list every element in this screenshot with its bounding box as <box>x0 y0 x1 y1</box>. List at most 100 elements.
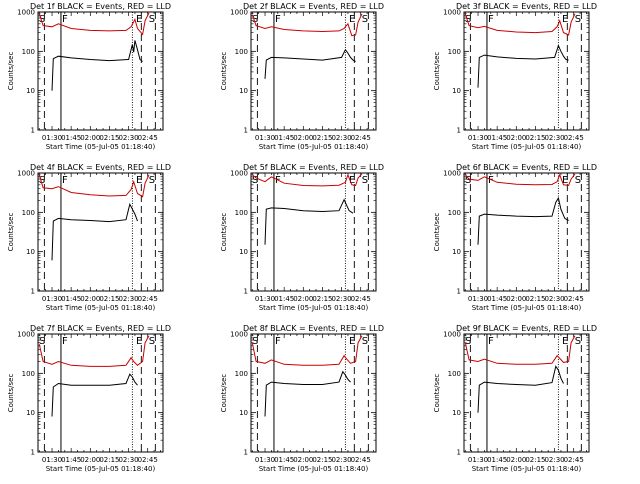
y-tick-label: 100 <box>235 209 248 217</box>
x-tick-label: 02:00 <box>506 134 526 142</box>
x-tick-label: 02:00 <box>80 456 100 464</box>
x-axis-label: Start Time (05-Jul-05 01:18:40) <box>46 143 156 151</box>
x-tick-label: 02:15 <box>525 134 545 142</box>
y-tick-label: 100 <box>22 209 35 217</box>
y-tick-label: 1000 <box>230 9 248 17</box>
marker-label-s: S <box>465 14 471 25</box>
y-tick-label: 1000 <box>230 170 248 178</box>
y-tick-label: 10 <box>239 248 248 256</box>
x-tick-label: 02:15 <box>99 295 119 303</box>
marker-label-f: F <box>488 336 494 347</box>
events-series-line <box>51 202 138 261</box>
marker-label-s: S <box>575 336 581 347</box>
y-tick-label: 1000 <box>17 9 35 17</box>
y-axis-label: Counts/sec <box>7 374 15 413</box>
y-tick-label: 10 <box>26 409 35 417</box>
y-tick-label: 1000 <box>443 9 461 17</box>
panel-title: Det 1f BLACK = Events, RED = LLD <box>30 2 171 11</box>
x-tick-label: 02:15 <box>312 134 332 142</box>
lld-series-line <box>38 335 150 367</box>
y-axis-label: Counts/sec <box>220 52 228 91</box>
panel-title: Det 2f BLACK = Events, RED = LLD <box>243 2 384 11</box>
x-tick-label: 02:30 <box>118 456 138 464</box>
marker-label-f: F <box>62 175 68 186</box>
x-tick-label: 02:30 <box>544 456 564 464</box>
x-tick-label: 02:15 <box>312 295 332 303</box>
marker-label-s: S <box>149 175 155 186</box>
x-tick-label: 02:45 <box>564 456 584 464</box>
axes-frame <box>463 333 590 453</box>
x-axis-label: Start Time (05-Jul-05 01:18:40) <box>46 465 156 473</box>
marker-label-e: E <box>136 175 142 186</box>
panel-5: Det 5f BLACK = Events, RED = LLD 1 10 100 10… <box>220 163 384 312</box>
marker-label-e: E <box>349 336 355 347</box>
y-axis-label: Counts/sec <box>220 213 228 252</box>
marker-label-e: E <box>562 175 568 186</box>
marker-label-s: S <box>362 336 368 347</box>
x-tick-label: 02:00 <box>293 456 313 464</box>
marker-label-s: S <box>39 14 45 25</box>
x-tick-label: 01:45 <box>274 295 294 303</box>
y-tick-label: 10 <box>239 409 248 417</box>
y-axis-label: Counts/sec <box>433 374 441 413</box>
events-series-line <box>51 373 138 417</box>
marker-label-s: S <box>39 336 45 347</box>
lld-series-line <box>251 13 363 37</box>
x-axis-label: Start Time (05-Jul-05 01:18:40) <box>259 465 369 473</box>
lld-series-line <box>38 174 150 198</box>
x-tick-label: 02:45 <box>564 295 584 303</box>
y-tick-label: 1000 <box>17 331 35 339</box>
x-tick-label: 02:15 <box>99 456 119 464</box>
panel-title: Det 8f BLACK = Events, RED = LLD <box>243 324 384 333</box>
panel-8: Det 8f BLACK = Events, RED = LLD 1 10 100 10… <box>220 324 384 473</box>
x-tick-label: 02:45 <box>564 134 584 142</box>
x-tick-label: 01:45 <box>487 295 507 303</box>
x-tick-label: 02:00 <box>293 295 313 303</box>
events-series-line <box>477 365 564 413</box>
x-tick-label: 02:30 <box>331 295 351 303</box>
x-tick-label: 02:15 <box>312 456 332 464</box>
y-axis-label: Counts/sec <box>7 52 15 91</box>
x-tick-label: 02:15 <box>525 456 545 464</box>
axes-frame <box>463 11 590 131</box>
y-tick-label: 100 <box>448 209 461 217</box>
y-tick-label: 10 <box>26 87 35 95</box>
y-axis-label: Counts/sec <box>220 374 228 413</box>
x-tick-label: 02:00 <box>506 456 526 464</box>
panel-title: Det 9f BLACK = Events, RED = LLD <box>456 324 597 333</box>
events-series-line <box>477 196 569 245</box>
y-axis-label: Counts/sec <box>433 213 441 252</box>
lld-series-line <box>464 335 576 365</box>
panel-7: Det 7f BLACK = Events, RED = LLD 1 10 100 10… <box>7 324 171 473</box>
panel-title: Det 3f BLACK = Events, RED = LLD <box>456 2 597 11</box>
marker-label-e: E <box>562 336 568 347</box>
y-tick-label: 100 <box>22 48 35 56</box>
x-tick-label: 02:30 <box>331 456 351 464</box>
x-axis-label: Start Time (05-Jul-05 01:18:40) <box>46 304 156 312</box>
y-tick-label: 10 <box>452 409 461 417</box>
x-tick-label: 01:45 <box>274 456 294 464</box>
events-series-line <box>264 370 351 417</box>
marker-label-s: S <box>362 175 368 186</box>
y-tick-label: 10 <box>26 248 35 256</box>
y-tick-label: 1000 <box>230 331 248 339</box>
panel-title: Det 7f BLACK = Events, RED = LLD <box>30 324 171 333</box>
panel-title: Det 6f BLACK = Events, RED = LLD <box>456 163 597 172</box>
y-tick-label: 1000 <box>17 170 35 178</box>
y-tick-label: 100 <box>448 370 461 378</box>
x-tick-label: 01:30 <box>468 134 488 142</box>
events-series-line <box>264 198 354 245</box>
panel-9: Det 9f BLACK = Events, RED = LLD 1 10 100 10… <box>433 324 597 473</box>
y-tick-label: 10 <box>239 87 248 95</box>
x-axis-label: Start Time (05-Jul-05 01:18:40) <box>259 143 369 151</box>
x-tick-label: 01:30 <box>255 295 275 303</box>
x-tick-label: 02:45 <box>138 295 158 303</box>
x-tick-label: 02:00 <box>293 134 313 142</box>
x-tick-label: 02:15 <box>525 295 545 303</box>
marker-label-f: F <box>488 14 494 25</box>
y-tick-label: 100 <box>235 370 248 378</box>
y-tick-label: 1 <box>457 449 461 457</box>
x-tick-label: 01:45 <box>61 295 81 303</box>
marker-label-s: S <box>252 14 258 25</box>
marker-label-f: F <box>62 336 68 347</box>
